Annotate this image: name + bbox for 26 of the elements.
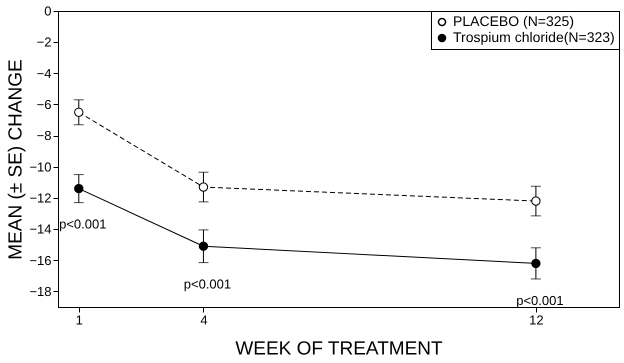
y-tick-label: −12 [29, 190, 52, 206]
y-tick-label: 0 [44, 4, 52, 18]
y-tick-label: −4 [36, 66, 52, 81]
point [74, 184, 84, 194]
point [531, 258, 541, 268]
annotation: p<0.001 [516, 292, 564, 308]
y-axis-title: MEAN (± SE) CHANGE [5, 59, 26, 260]
y-tick-label: −16 [29, 252, 52, 268]
y-tick-label: −10 [29, 159, 52, 174]
legend-label: PLACEBO (N=325) [453, 13, 574, 29]
annotation: p<0.001 [59, 216, 106, 232]
y-tick-label: −18 [29, 284, 52, 299]
x-tick-label: 12 [529, 312, 544, 328]
x-tick-label: 1 [76, 312, 83, 328]
point [198, 182, 208, 192]
x-tick-label: 4 [200, 312, 208, 328]
annotation: p<0.001 [184, 276, 232, 292]
point [198, 242, 208, 251]
y-tick-label: −8 [36, 128, 52, 144]
legend-label: Trospium chloride(N=323) [453, 29, 615, 45]
y-tick-label: −6 [36, 96, 52, 112]
y-tick-label: −14 [29, 222, 52, 237]
y-tick-label: −2 [36, 34, 52, 50]
x-axis-title: WEEK OF TREATMENT [235, 338, 444, 360]
point [74, 108, 84, 117]
point [531, 196, 541, 206]
